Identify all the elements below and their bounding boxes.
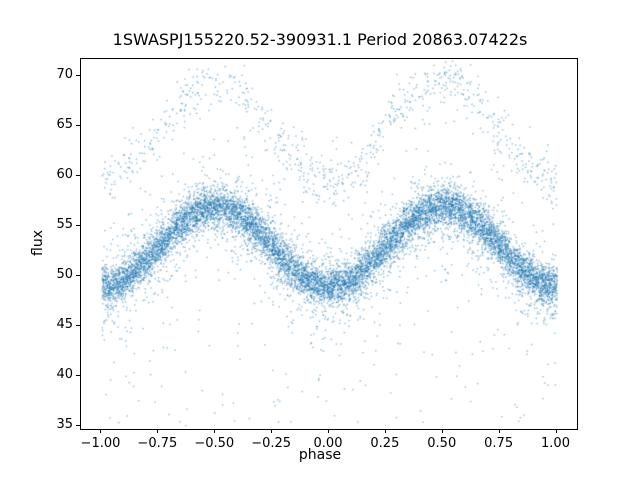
x-tick-label: 0.00 — [313, 436, 343, 451]
y-tick-label: 50 — [56, 267, 73, 282]
x-tick — [328, 429, 329, 433]
x-tick-label: 0.25 — [370, 436, 400, 451]
x-tick — [555, 429, 557, 433]
y-tick-label: 65 — [56, 117, 73, 132]
scatter-canvas — [81, 59, 577, 429]
x-tick-label: 0.50 — [427, 436, 457, 451]
y-tick — [76, 275, 80, 276]
y-tick — [76, 375, 80, 376]
y-tick-label: 60 — [56, 167, 73, 182]
y-tick — [76, 125, 80, 126]
y-tick-label: 55 — [56, 217, 73, 232]
x-tick-label: −1.00 — [80, 436, 121, 451]
y-tick — [76, 325, 80, 326]
y-tick-label: 70 — [56, 67, 73, 82]
chart-title: 1SWASPJ155220.52-390931.1 Period 20863.0… — [112, 30, 528, 49]
y-tick-label: 45 — [56, 317, 73, 332]
y-axis-label: flux — [30, 230, 46, 256]
plot-frame — [80, 58, 578, 430]
x-tick-label: −0.25 — [251, 436, 292, 451]
x-tick-label: −0.75 — [137, 436, 178, 451]
x-tick-label: 0.75 — [484, 436, 514, 451]
x-tick-label: −0.50 — [194, 436, 235, 451]
x-tick — [271, 429, 273, 433]
x-tick — [214, 429, 216, 433]
x-axis-label: phase — [298, 447, 342, 463]
x-tick — [498, 429, 500, 433]
y-tick — [76, 175, 80, 176]
x-tick — [100, 429, 102, 433]
y-tick-label: 40 — [56, 367, 73, 382]
y-tick-label: 35 — [56, 417, 73, 432]
x-tick — [384, 429, 386, 433]
x-tick — [157, 429, 159, 433]
y-tick — [76, 425, 80, 426]
x-tick — [441, 429, 443, 433]
x-tick-label: 1.00 — [541, 436, 570, 451]
y-tick — [76, 75, 80, 76]
y-tick — [76, 225, 80, 226]
